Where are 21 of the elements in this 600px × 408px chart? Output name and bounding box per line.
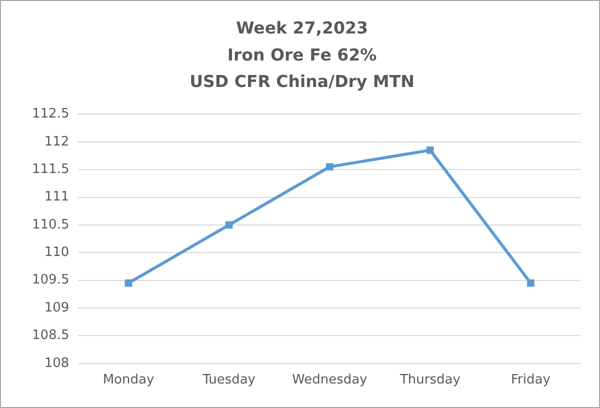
point (124, 279, 132, 287)
point (527, 279, 534, 287)
y-tick-label: 111 (44, 190, 70, 205)
y-tick-label: 112.5 (32, 106, 70, 122)
point (225, 221, 233, 229)
x-tick-label: Thursday (398, 372, 461, 388)
x-tick-label: Tuesday (202, 372, 256, 388)
chart-title: Week 27,2023 Iron Ore Fe 62% USD CFR China/Dry MTN (190, 18, 414, 92)
point (326, 163, 334, 170)
x-tick-label: Wednesday (292, 372, 368, 388)
y-tick-label: 108.5 (32, 328, 70, 344)
y-tick-label: 110.5 (32, 217, 70, 232)
y-tick-label: 112 (44, 134, 70, 150)
y-tick-label: 108 (44, 356, 70, 371)
y-tick-label: 109.5 (32, 272, 70, 288)
point (426, 146, 434, 154)
y-tick-label: 109 (44, 300, 70, 316)
y-tick-label: 110 (44, 245, 70, 260)
y-tick-label: 111.5 (32, 162, 70, 177)
x-tick-label: Friday (511, 372, 551, 388)
x-tick-label: Monday (102, 372, 154, 388)
